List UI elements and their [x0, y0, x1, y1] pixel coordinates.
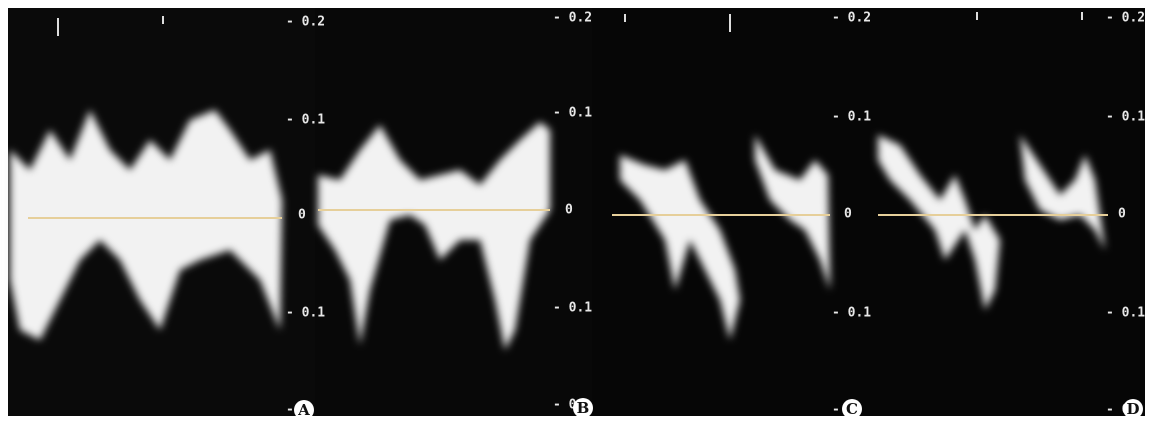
- scale-label: - 0.2: [286, 15, 325, 30]
- panel-letter: B: [577, 399, 590, 417]
- spectrum: [318, 122, 550, 350]
- scale-label: 0: [298, 208, 306, 223]
- panel-d: [860, 8, 1145, 416]
- panel-letter: D: [1126, 400, 1139, 418]
- scale-label: - 0.2: [553, 11, 592, 26]
- scale-label: - 0.1: [553, 301, 592, 316]
- scale-label: - 0.1: [553, 106, 592, 121]
- scale-label: 0: [844, 207, 852, 222]
- scale-label: 0: [1118, 207, 1126, 222]
- spectrum: [620, 135, 830, 340]
- scale-label: - 0.1: [832, 306, 871, 321]
- scale-label: - 0.1: [1106, 110, 1145, 125]
- labels: - 0.2- 0.10- 0.1- 0A- 0.2- 0.10- 0.1- 0B…: [286, 11, 1145, 420]
- scale-label: - 0.2: [832, 11, 871, 26]
- scale-label: - 0: [553, 398, 577, 413]
- letter-badge: [1123, 399, 1143, 419]
- scale-label: - 0.1: [286, 306, 325, 321]
- panel-letter: A: [297, 401, 310, 419]
- letter-badge: [294, 400, 314, 420]
- letter-badge: [573, 398, 593, 418]
- scale-label: - 0.2: [1106, 11, 1145, 26]
- panel-letter: C: [846, 400, 858, 418]
- scale-label: - 0.1: [286, 113, 325, 128]
- timing-marks: [57, 12, 1083, 36]
- letter-badge: [842, 399, 862, 419]
- scale-label: 0: [565, 203, 573, 218]
- spectrum: [878, 135, 1105, 310]
- scale-label: - 0.1: [832, 110, 871, 125]
- spectrum: [10, 110, 282, 340]
- scale-label: - 0.1: [1106, 306, 1145, 321]
